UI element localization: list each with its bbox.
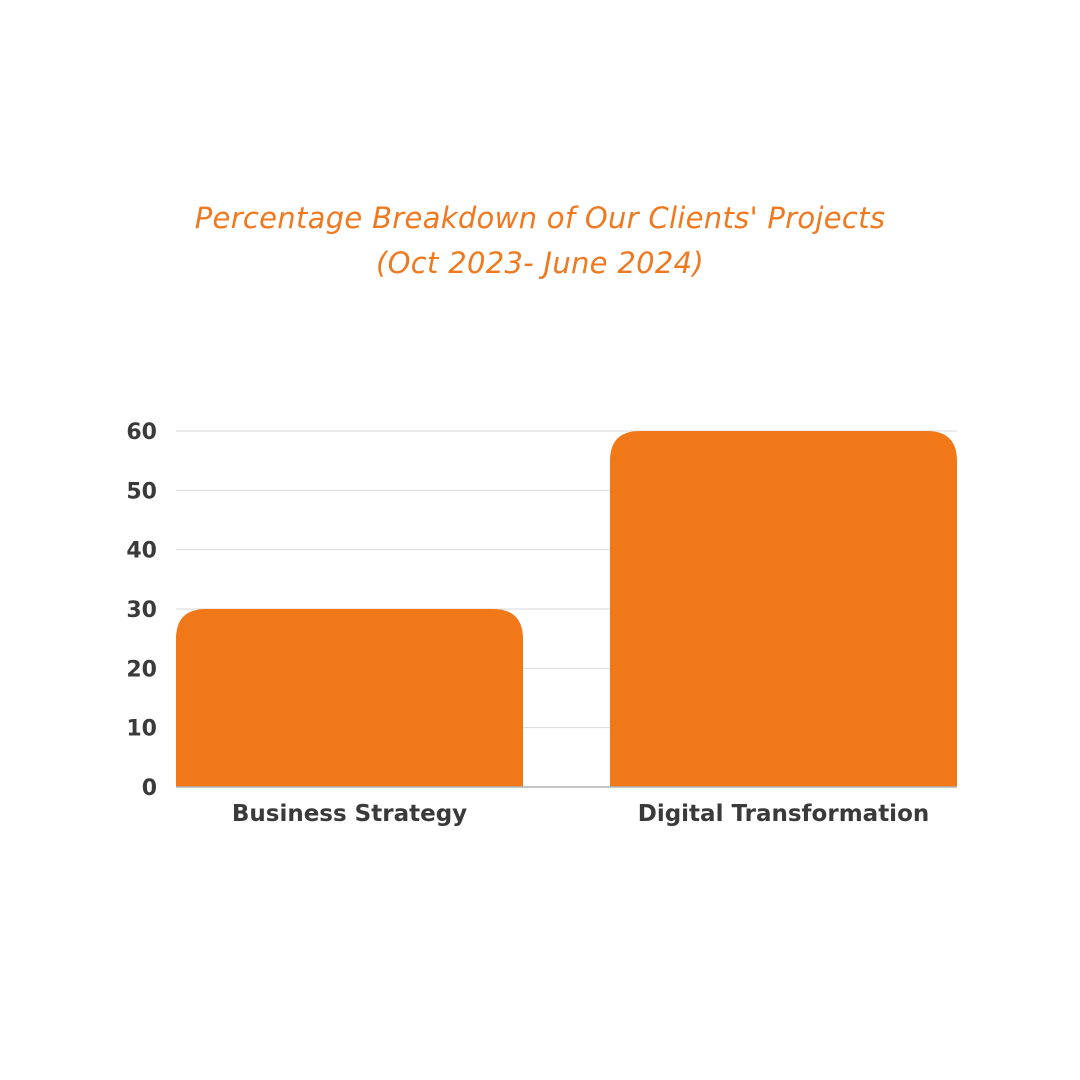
y-tick-labels: 0 10 20 30 40 50 60 (126, 420, 157, 801)
y-tick-label: 40 (126, 539, 157, 564)
x-category-labels: Business Strategy Digital Transformation (232, 801, 929, 827)
chart-title: Percentage Breakdown of Our Clients' Pro… (194, 201, 886, 235)
y-tick-label: 0 (142, 776, 157, 801)
bar-business-strategy (176, 609, 523, 787)
x-category-label: Digital Transformation (638, 801, 930, 827)
y-tick-label: 20 (126, 657, 157, 682)
chart-subtitle: (Oct 2023- June 2024) (376, 246, 704, 280)
y-tick-label: 10 (126, 717, 157, 742)
y-tick-label: 60 (126, 420, 157, 445)
x-category-label: Business Strategy (232, 801, 467, 827)
y-tick-label: 30 (126, 598, 157, 623)
y-tick-label: 50 (126, 479, 157, 504)
chart-title-block: Percentage Breakdown of Our Clients' Pro… (0, 196, 1080, 286)
bar-digital-transformation (610, 431, 957, 787)
bars (176, 431, 957, 787)
